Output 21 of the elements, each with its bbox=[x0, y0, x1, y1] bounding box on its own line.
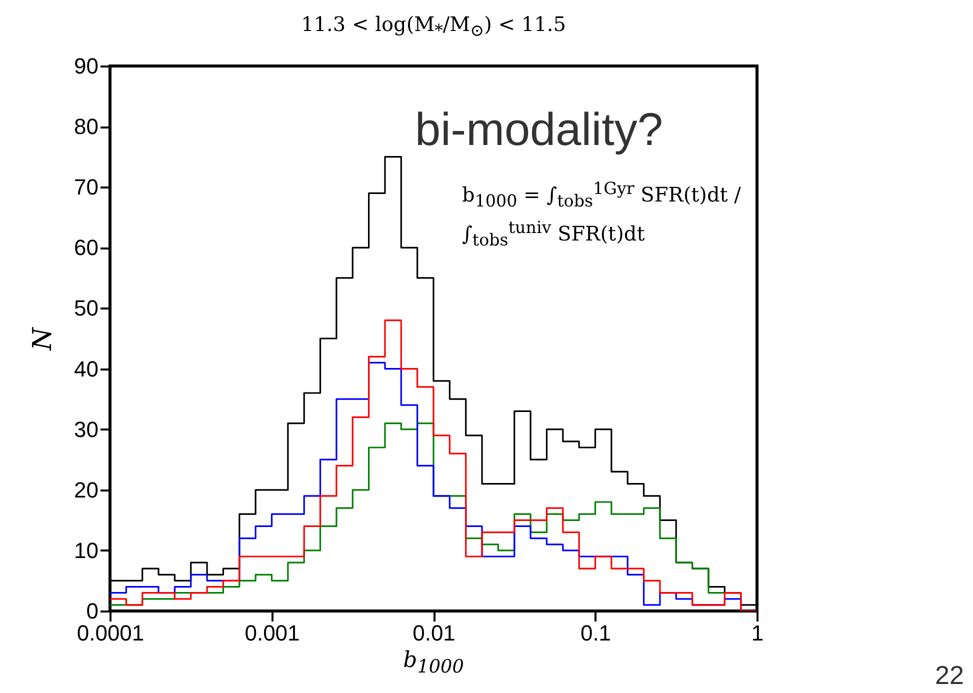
y-tick-label: 70 bbox=[74, 174, 98, 200]
x-tick-label: 0.001 bbox=[244, 620, 300, 646]
x-tick-label: 0.0001 bbox=[76, 620, 144, 646]
text: b$_{1000}$ = ∫$_{tobs}$$^{1Gyr}$ SFR(t)dt / ∫$_{tobs}$$^{tuniv}$ SFR(t)dt bbox=[462, 179, 741, 250]
y-tick-label: 30 bbox=[74, 416, 98, 442]
y-tick-label: 50 bbox=[74, 296, 98, 321]
annotation: bi-modality? bbox=[415, 102, 663, 156]
y-tick-label: 90 bbox=[74, 54, 98, 78]
text: 22 bbox=[935, 660, 964, 691]
y-tick-label: 60 bbox=[74, 235, 98, 260]
x-axis-title: b$_{1000}$ bbox=[403, 648, 464, 678]
x-tick-label: 0.1 bbox=[580, 620, 612, 646]
x-tick-label: 0.01 bbox=[412, 620, 456, 646]
y-tick-label: 20 bbox=[74, 477, 98, 502]
x-tick-label: 1 bbox=[751, 620, 764, 646]
y-axis-title: N bbox=[28, 326, 58, 352]
chart-title: 11.3 < log(M$_{*}$/M$_{⊙}$) < 11.5 bbox=[301, 12, 566, 40]
y-tick-label: 10 bbox=[74, 538, 98, 563]
y-tick-label: 40 bbox=[74, 356, 98, 382]
y-tick-label: 0 bbox=[86, 598, 98, 624]
y-tick-label: 80 bbox=[74, 114, 98, 140]
